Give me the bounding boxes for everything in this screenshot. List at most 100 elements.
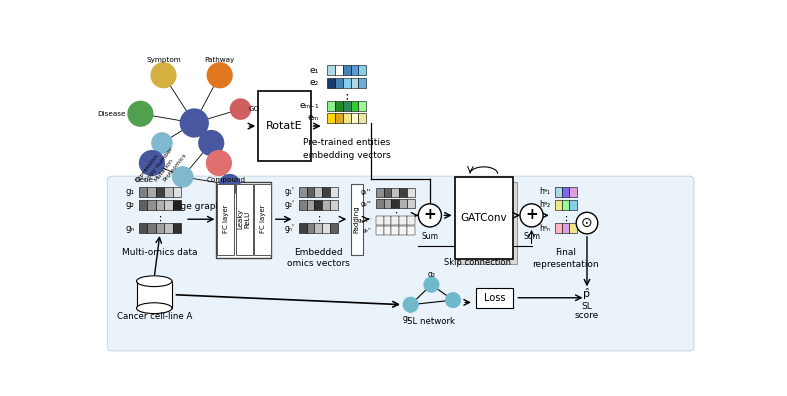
Bar xyxy=(376,216,384,225)
Bar xyxy=(569,200,577,210)
Text: g₁'': g₁'' xyxy=(361,189,371,195)
Bar xyxy=(350,184,363,255)
Bar xyxy=(376,188,384,197)
Bar xyxy=(562,223,569,233)
Text: GATConv: GATConv xyxy=(460,213,507,223)
Text: GO: GO xyxy=(249,106,260,112)
Text: g₂: g₂ xyxy=(125,200,135,209)
Circle shape xyxy=(150,62,176,88)
Bar xyxy=(217,184,235,255)
Text: p̂: p̂ xyxy=(583,287,590,299)
Bar xyxy=(327,113,335,123)
Bar xyxy=(562,200,569,210)
Text: g₁: g₁ xyxy=(403,314,411,323)
Bar xyxy=(147,223,156,233)
Bar xyxy=(391,216,399,225)
Circle shape xyxy=(179,109,209,137)
Bar xyxy=(407,188,415,197)
Text: Disease: Disease xyxy=(97,111,125,117)
Bar xyxy=(555,200,562,210)
Text: Pre-trained entities: Pre-trained entities xyxy=(303,138,390,147)
Text: hᵍₙ: hᵍₙ xyxy=(539,224,550,232)
Text: Gene: Gene xyxy=(135,177,153,183)
Bar xyxy=(327,101,335,110)
Text: +: + xyxy=(423,207,436,222)
Bar xyxy=(147,200,156,210)
Bar xyxy=(343,65,350,75)
Bar xyxy=(254,184,272,255)
Text: gₙ₋₁'': gₙ₋₁'' xyxy=(357,218,371,223)
Bar xyxy=(299,200,307,210)
Bar xyxy=(330,200,338,210)
Bar xyxy=(343,113,350,123)
Text: Compound: Compound xyxy=(207,177,246,183)
Bar xyxy=(172,223,181,233)
Text: ⋮: ⋮ xyxy=(154,216,165,226)
Text: gₙ': gₙ' xyxy=(284,224,294,232)
Circle shape xyxy=(206,150,232,176)
Circle shape xyxy=(127,101,153,127)
Bar xyxy=(258,91,311,162)
Bar xyxy=(562,187,569,197)
Circle shape xyxy=(423,277,439,292)
Circle shape xyxy=(151,132,172,154)
Text: Pathway: Pathway xyxy=(205,57,235,63)
Text: ⋮: ⋮ xyxy=(341,93,353,107)
Circle shape xyxy=(445,292,460,308)
Text: Knowledge graph: Knowledge graph xyxy=(142,202,221,211)
Bar xyxy=(391,226,399,235)
Bar xyxy=(307,223,314,233)
Bar xyxy=(236,184,253,255)
Bar xyxy=(156,200,164,210)
Circle shape xyxy=(230,98,251,120)
Text: RotatE: RotatE xyxy=(266,121,303,131)
Bar xyxy=(136,281,172,308)
Bar xyxy=(327,78,335,88)
Text: hᵍ₂: hᵍ₂ xyxy=(539,200,550,209)
Text: FC layer: FC layer xyxy=(260,205,266,234)
Bar xyxy=(343,78,350,88)
Bar xyxy=(458,182,517,264)
Bar xyxy=(399,226,407,235)
Text: ⋮: ⋮ xyxy=(312,216,323,226)
Text: Proteomics: Proteomics xyxy=(163,152,188,183)
Text: Copy number: Copy number xyxy=(144,147,175,183)
Text: eₘ₋₁: eₘ₋₁ xyxy=(299,101,319,110)
Circle shape xyxy=(576,212,598,234)
Bar xyxy=(358,113,366,123)
Bar xyxy=(335,65,343,75)
Bar xyxy=(569,223,577,233)
Bar xyxy=(330,187,338,197)
Text: g₂': g₂' xyxy=(284,200,294,209)
Bar xyxy=(358,78,366,88)
Text: Embedded: Embedded xyxy=(294,249,342,257)
Bar xyxy=(139,223,147,233)
Bar xyxy=(399,188,407,197)
Text: score: score xyxy=(575,311,599,320)
Bar xyxy=(307,200,314,210)
Bar xyxy=(569,187,577,197)
Text: Mutation: Mutation xyxy=(153,158,175,183)
Bar xyxy=(164,223,172,233)
Bar xyxy=(376,199,384,208)
Text: Sum: Sum xyxy=(523,232,540,241)
Bar xyxy=(391,188,399,197)
Bar xyxy=(322,187,330,197)
Bar xyxy=(147,187,156,197)
Text: hᵍ₁: hᵍ₁ xyxy=(539,187,550,196)
Text: Expression: Expression xyxy=(135,153,160,183)
Bar xyxy=(376,226,384,235)
Text: Loss: Loss xyxy=(484,293,505,303)
Bar xyxy=(384,226,391,235)
Text: SL: SL xyxy=(582,302,593,311)
Bar xyxy=(172,187,181,197)
Bar xyxy=(216,182,272,258)
Text: e₂: e₂ xyxy=(310,78,319,87)
Text: eₘ: eₘ xyxy=(308,114,319,122)
Bar xyxy=(156,223,164,233)
Circle shape xyxy=(520,204,543,227)
Bar xyxy=(335,78,343,88)
Text: SL network: SL network xyxy=(408,317,456,326)
Bar xyxy=(407,199,415,208)
Bar xyxy=(322,223,330,233)
